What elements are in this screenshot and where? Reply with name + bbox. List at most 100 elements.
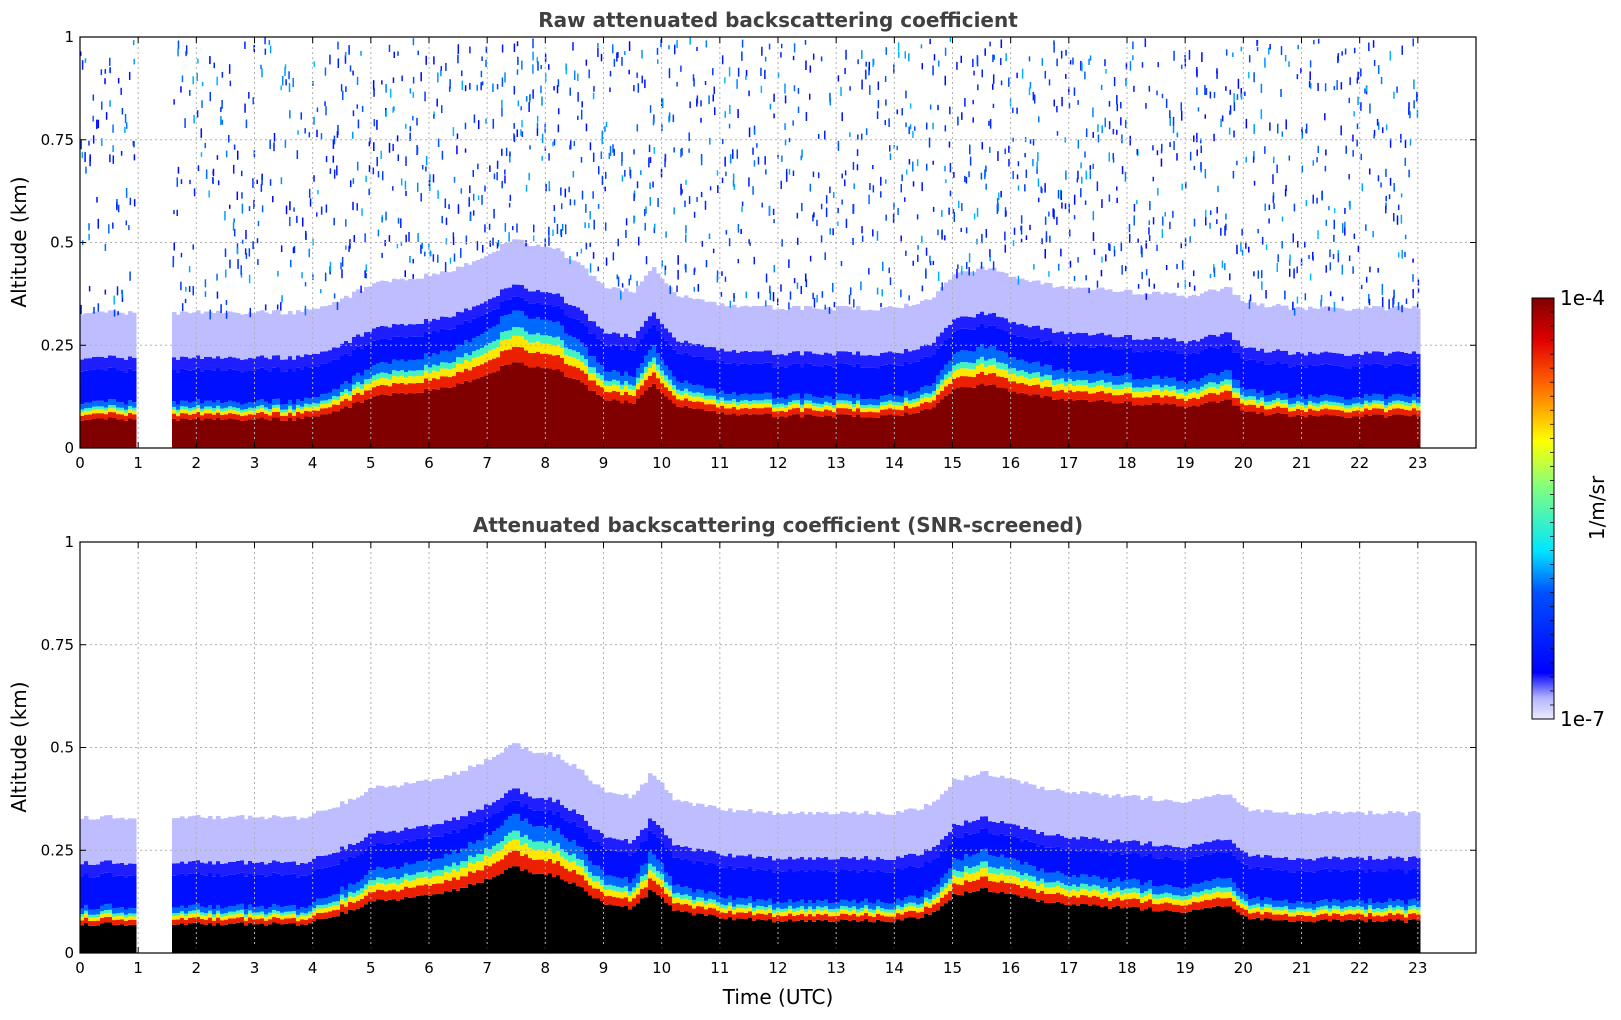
heatmap-cell xyxy=(1096,385,1101,392)
noise-speck xyxy=(897,207,899,216)
heatmap-cell xyxy=(336,916,341,953)
heatmap-cell xyxy=(100,406,105,410)
heatmap-cell xyxy=(476,365,481,379)
noise-speck xyxy=(1169,110,1171,119)
noise-speck xyxy=(289,259,292,268)
heatmap-cell xyxy=(608,400,613,448)
noise-speck xyxy=(972,117,974,123)
heatmap-cell xyxy=(800,417,805,448)
heatmap-cell xyxy=(1320,404,1325,410)
heatmap-cell xyxy=(108,355,113,368)
heatmap-cell xyxy=(1228,332,1233,345)
heatmap-cell xyxy=(784,417,789,448)
heatmap-cell xyxy=(700,402,705,410)
heatmap-cell xyxy=(1072,333,1077,347)
heatmap-cell xyxy=(516,346,521,363)
noise-speck xyxy=(437,254,439,263)
noise-speck xyxy=(837,140,840,151)
heatmap-cell xyxy=(836,403,841,409)
noise-speck xyxy=(880,302,882,308)
noise-speck xyxy=(713,86,716,95)
heatmap-cell xyxy=(792,400,797,404)
heatmap-cell xyxy=(260,404,265,409)
noise-speck xyxy=(461,80,464,91)
heatmap-cell xyxy=(84,815,89,862)
heatmap-cell xyxy=(572,366,577,379)
heatmap-cell xyxy=(480,355,485,365)
heatmap-cell xyxy=(396,336,401,361)
noise-speck xyxy=(381,216,383,223)
heatmap-cell xyxy=(268,313,273,360)
heatmap-cell xyxy=(756,306,761,352)
noise-speck xyxy=(745,291,748,299)
heatmap-cell xyxy=(1404,365,1409,397)
heatmap-cell xyxy=(104,815,109,861)
heatmap-cell xyxy=(612,384,617,391)
noise-speck xyxy=(1321,190,1323,201)
noise-speck xyxy=(525,184,528,192)
heatmap-cell xyxy=(488,328,493,343)
heatmap-cell xyxy=(856,400,861,404)
heatmap-cell xyxy=(296,914,301,918)
heatmap-cell xyxy=(120,912,125,916)
heatmap-cell xyxy=(284,816,289,863)
heatmap-cell xyxy=(696,344,701,357)
x-tick-label: 5 xyxy=(366,454,376,472)
heatmap-cell xyxy=(116,401,121,408)
heatmap-cell xyxy=(292,409,297,413)
noise-speck xyxy=(273,142,275,152)
heatmap-cell xyxy=(1380,408,1385,415)
heatmap-cell xyxy=(696,396,701,402)
noise-speck xyxy=(912,181,915,187)
heatmap-cell xyxy=(1188,406,1193,448)
heatmap-cell xyxy=(636,382,641,390)
noise-speck xyxy=(1121,265,1123,275)
heatmap-cell xyxy=(276,861,281,874)
heatmap-cell xyxy=(328,906,333,912)
noise-speck xyxy=(1068,86,1070,95)
noise-speck xyxy=(1248,72,1250,79)
heatmap-cell xyxy=(576,319,581,339)
noise-speck xyxy=(609,70,612,77)
heatmap-cell xyxy=(980,266,985,312)
heatmap-cell xyxy=(420,359,425,371)
noise-speck xyxy=(112,145,114,153)
heatmap-cell xyxy=(804,408,809,415)
heatmap-cell xyxy=(1368,365,1373,397)
noise-speck xyxy=(116,202,118,211)
heatmap-cell xyxy=(276,398,281,405)
heatmap-cell xyxy=(1216,291,1221,337)
noise-speck xyxy=(820,203,823,210)
heatmap-cell xyxy=(572,378,577,448)
heatmap-cell xyxy=(96,369,101,401)
noise-speck xyxy=(1352,150,1354,157)
noise-speck xyxy=(673,207,675,215)
noise-speck xyxy=(1180,243,1183,249)
noise-speck xyxy=(1225,213,1227,220)
heatmap-cell xyxy=(632,395,637,404)
heatmap-cell xyxy=(228,905,233,912)
noise-speck xyxy=(1020,226,1022,231)
noise-speck xyxy=(605,257,608,266)
heatmap-cell xyxy=(948,360,953,372)
noise-speck xyxy=(1337,253,1340,263)
noise-speck xyxy=(473,114,476,123)
noise-speck xyxy=(525,96,528,101)
heatmap-cell xyxy=(188,917,193,924)
heatmap-cell xyxy=(956,351,961,364)
heatmap-cell xyxy=(1160,339,1165,352)
heatmap-cell xyxy=(1096,288,1101,334)
heatmap-cell xyxy=(1372,393,1377,401)
heatmap-cell xyxy=(1128,387,1133,394)
heatmap-cell xyxy=(832,399,837,406)
heatmap-cell xyxy=(980,371,985,384)
heatmap-cell xyxy=(196,922,201,953)
heatmap-cell xyxy=(356,401,361,448)
heatmap-cell xyxy=(1216,388,1221,395)
heatmap-cell xyxy=(260,911,265,915)
heatmap-cell xyxy=(632,337,637,351)
noise-speck xyxy=(264,48,267,55)
noise-speck xyxy=(573,140,576,147)
noise-speck xyxy=(124,126,126,133)
heatmap-cell xyxy=(244,917,249,921)
